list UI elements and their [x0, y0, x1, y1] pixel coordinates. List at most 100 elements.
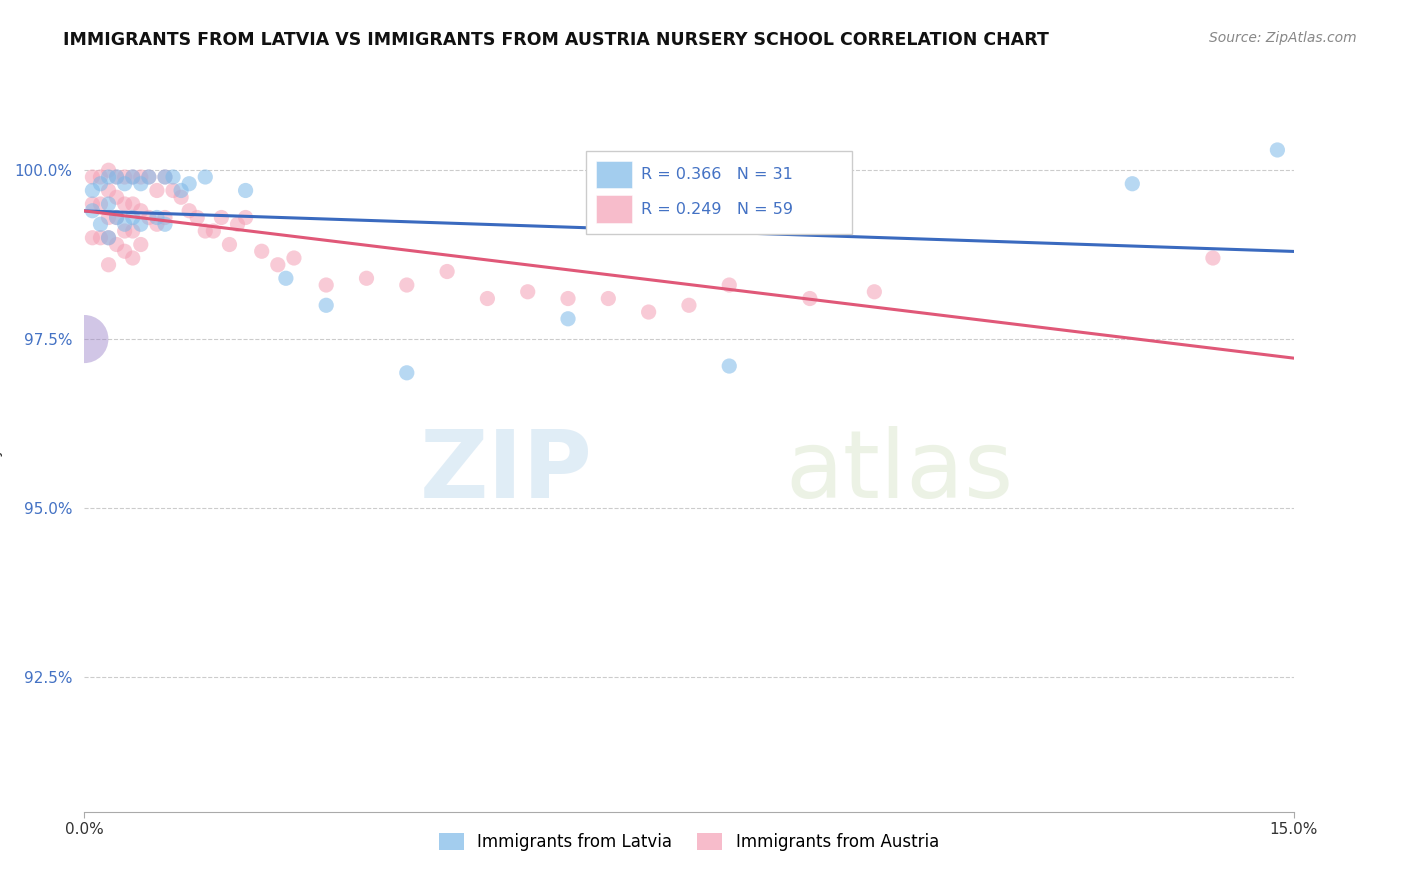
Point [105, 211, 128, 225]
Point [129, 203, 152, 218]
Point [226, 217, 249, 231]
Point [82, 231, 104, 245]
Point [516, 285, 538, 299]
Point [138, 169, 160, 184]
Point [105, 211, 128, 225]
Point [121, 211, 143, 225]
Point [557, 311, 579, 326]
Point [718, 359, 741, 373]
Point [146, 217, 169, 231]
Point [209, 211, 232, 225]
Point [105, 190, 128, 204]
Point [97, 163, 120, 178]
FancyBboxPatch shape [596, 161, 633, 188]
Point [153, 211, 176, 225]
Point [105, 237, 128, 252]
Point [129, 217, 152, 231]
Point [267, 258, 290, 272]
Point [283, 251, 305, 265]
Point [97, 231, 120, 245]
Point [121, 197, 143, 211]
Point [114, 177, 136, 191]
Point [1121, 177, 1143, 191]
Point [162, 184, 184, 198]
Point [170, 184, 193, 198]
Point [557, 292, 579, 306]
Point [129, 177, 152, 191]
Point [315, 298, 337, 312]
Text: IMMIGRANTS FROM LATVIA VS IMMIGRANTS FROM AUSTRIA NURSERY SCHOOL CORRELATION CHA: IMMIGRANTS FROM LATVIA VS IMMIGRANTS FRO… [63, 31, 1049, 49]
Point [598, 292, 620, 306]
Point [250, 244, 273, 259]
Point [179, 203, 201, 218]
Point [153, 169, 176, 184]
Point [170, 190, 193, 204]
Point [114, 197, 136, 211]
Point [114, 169, 136, 184]
Point [218, 237, 240, 252]
Point [718, 278, 741, 293]
Point [82, 203, 104, 218]
Point [395, 366, 418, 380]
Point [162, 169, 184, 184]
Point [82, 197, 104, 211]
Point [153, 217, 176, 231]
Point [146, 211, 169, 225]
Point [274, 271, 297, 285]
Point [97, 211, 120, 225]
Point [129, 169, 152, 184]
Point [1267, 143, 1289, 157]
Point [436, 264, 458, 278]
Point [194, 224, 217, 238]
Point [97, 169, 120, 184]
Text: atlas: atlas [786, 426, 1014, 518]
Point [138, 169, 160, 184]
Point [97, 197, 120, 211]
Point [799, 292, 821, 306]
Point [153, 169, 176, 184]
Point [202, 224, 225, 238]
Point [356, 271, 378, 285]
Point [395, 278, 418, 293]
Point [186, 211, 208, 225]
Point [114, 224, 136, 238]
Point [114, 217, 136, 231]
Point [121, 169, 143, 184]
Point [121, 224, 143, 238]
Y-axis label: Nursery School: Nursery School [0, 392, 3, 508]
Point [121, 251, 143, 265]
FancyBboxPatch shape [596, 195, 633, 223]
Point [89, 197, 111, 211]
Point [315, 278, 337, 293]
Point [105, 169, 128, 184]
Point [637, 305, 659, 319]
Point [114, 244, 136, 259]
Point [121, 169, 143, 184]
Point [97, 184, 120, 198]
Point [89, 231, 111, 245]
Point [129, 237, 152, 252]
Point [235, 211, 257, 225]
Point [1202, 251, 1225, 265]
Point [477, 292, 499, 306]
Legend: Immigrants from Latvia, Immigrants from Austria: Immigrants from Latvia, Immigrants from … [432, 826, 946, 857]
Point [97, 231, 120, 245]
Point [89, 169, 111, 184]
Point [105, 169, 128, 184]
Point [138, 211, 160, 225]
Point [73, 332, 96, 346]
Text: R = 0.249   N = 59: R = 0.249 N = 59 [641, 202, 793, 217]
Point [179, 177, 201, 191]
Point [89, 177, 111, 191]
FancyBboxPatch shape [586, 151, 852, 234]
Point [678, 298, 700, 312]
Point [89, 217, 111, 231]
Text: ZIP: ZIP [419, 426, 592, 518]
Point [863, 285, 886, 299]
Point [82, 184, 104, 198]
Point [235, 184, 257, 198]
Point [97, 258, 120, 272]
Text: Source: ZipAtlas.com: Source: ZipAtlas.com [1209, 31, 1357, 45]
Text: R = 0.366   N = 31: R = 0.366 N = 31 [641, 167, 793, 182]
Point [194, 169, 217, 184]
